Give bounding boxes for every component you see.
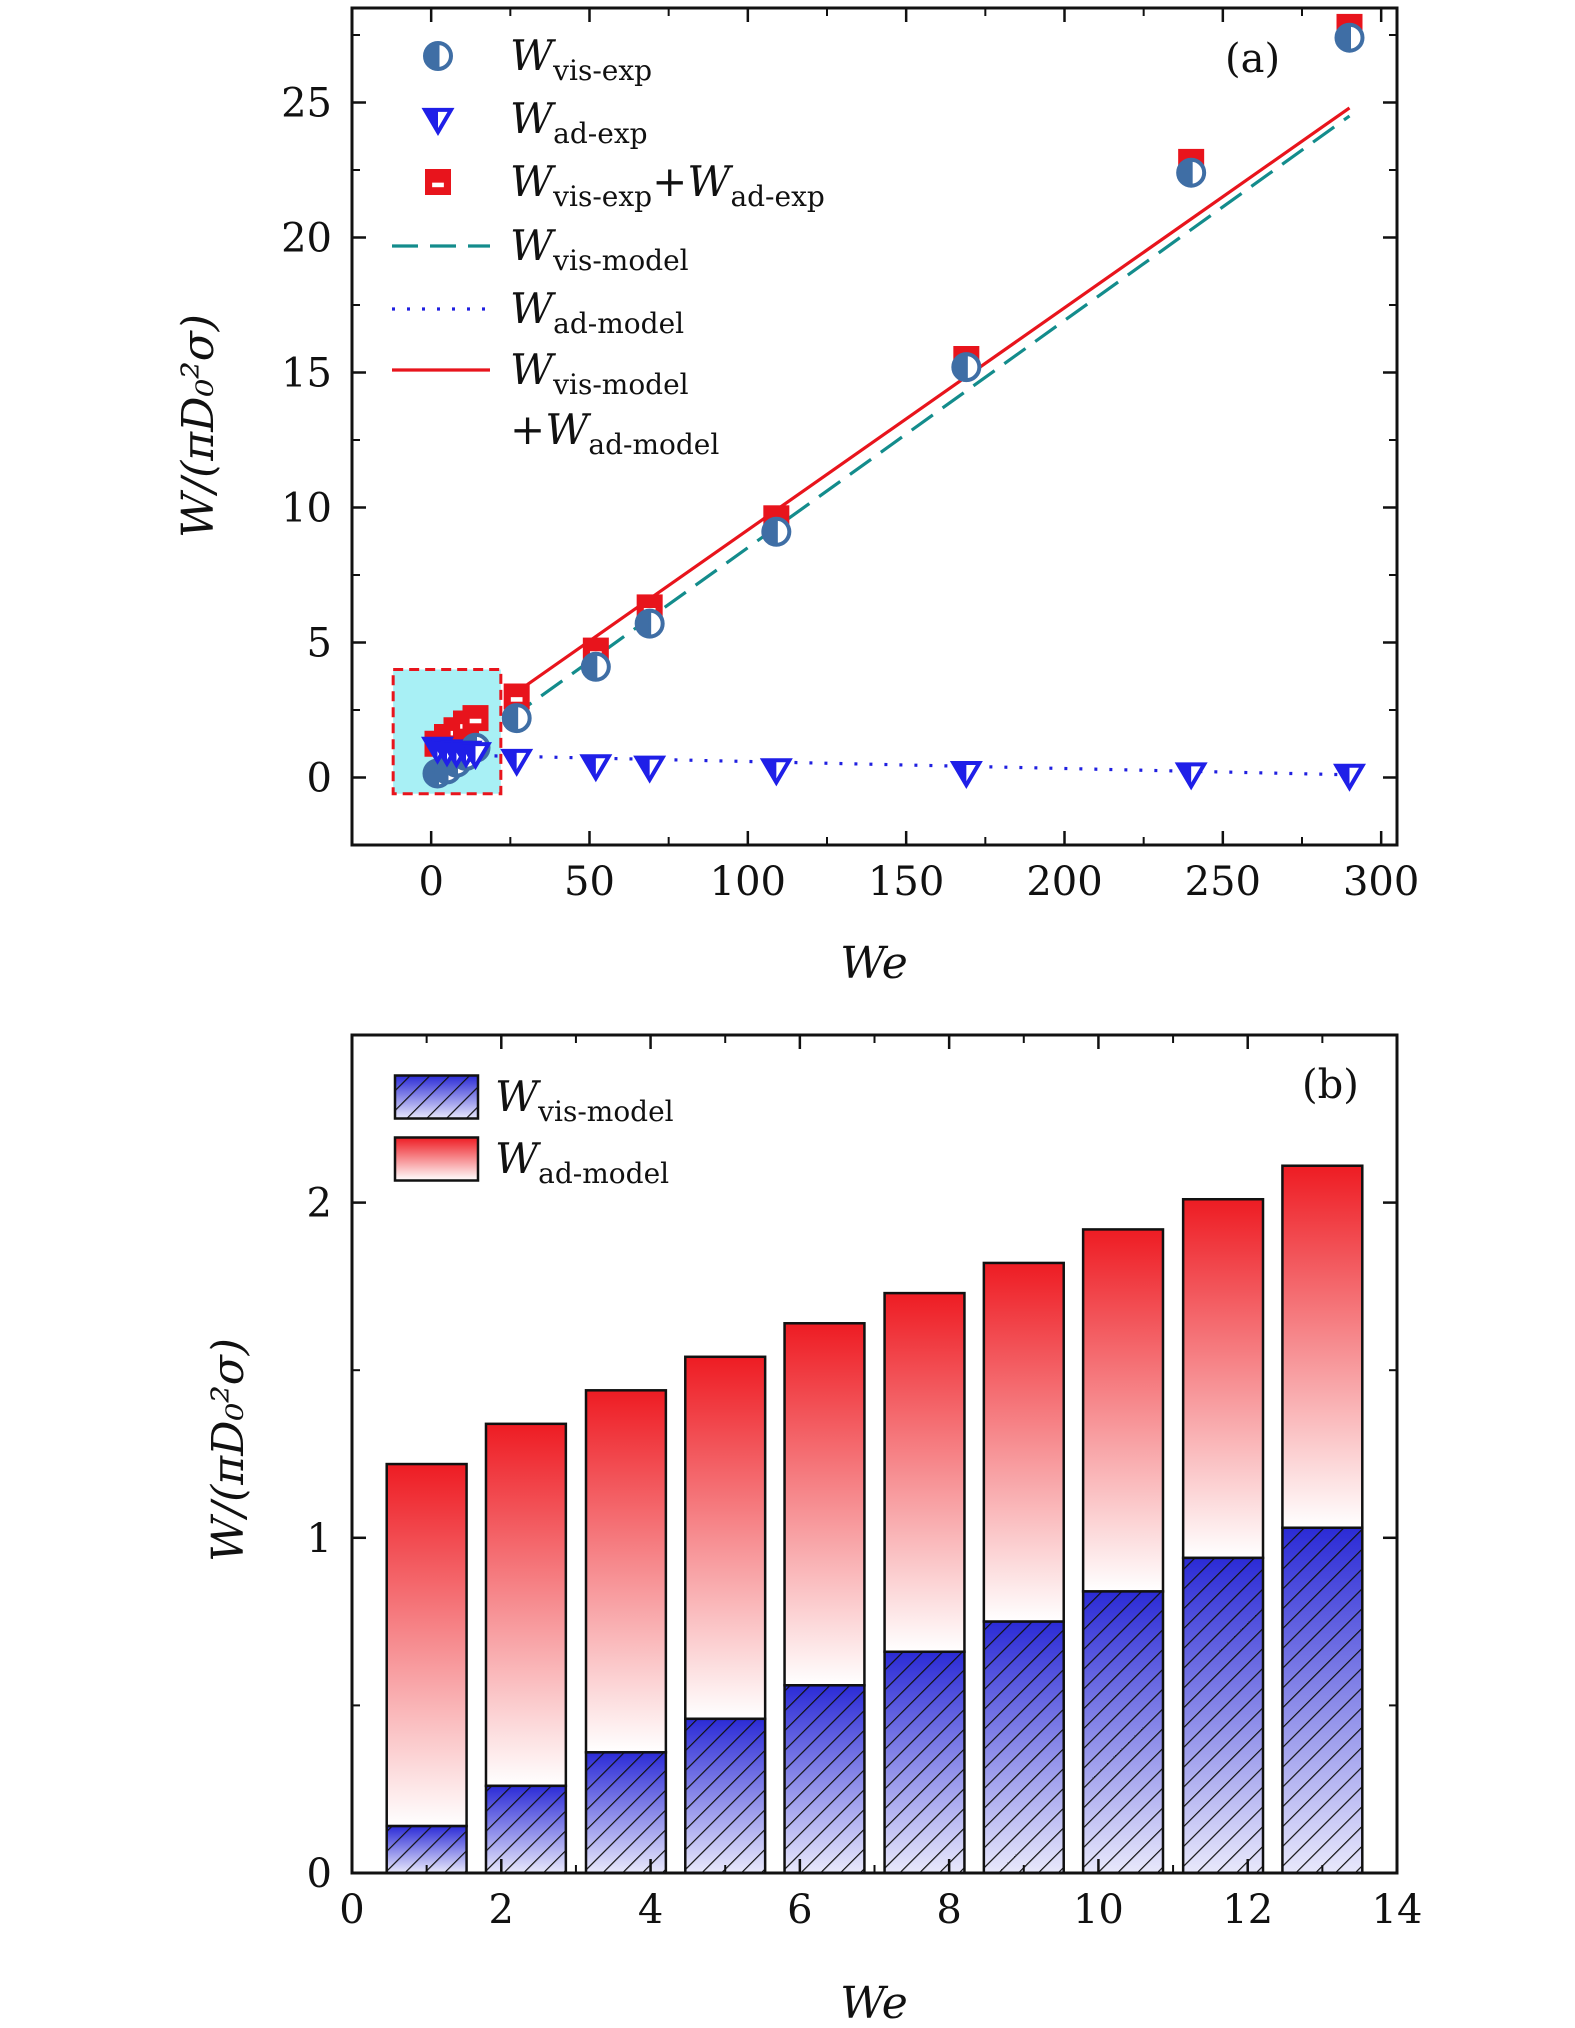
x-tick-label: 6 bbox=[787, 1887, 812, 1933]
bar-ad-model bbox=[1281, 1164, 1364, 1529]
legend-swatch-triangle-down bbox=[421, 107, 455, 136]
bar-vis-model bbox=[584, 1751, 668, 1873]
data-point-circle-half bbox=[580, 651, 611, 682]
legend-label: Wvis-model bbox=[510, 345, 689, 401]
y-tick-label: 20 bbox=[281, 216, 332, 262]
legend-swatch-circle-half bbox=[423, 41, 453, 71]
data-point-triangle-down bbox=[1174, 762, 1208, 791]
x-tick-label: 2 bbox=[489, 1887, 514, 1933]
y-tick-label: 2 bbox=[307, 1181, 332, 1227]
series-line-ad-model bbox=[494, 754, 1350, 777]
data-point-square-half bbox=[462, 705, 489, 732]
bar-vis-model bbox=[1281, 1526, 1364, 1873]
panel-a-plot-area bbox=[421, 13, 1366, 792]
bar-ad-model bbox=[584, 1389, 668, 1754]
y-tick-label: 0 bbox=[307, 756, 332, 802]
data-point-circle-half bbox=[1334, 22, 1365, 53]
legend-label: Wvis-model bbox=[510, 221, 689, 277]
panel-a-xlabel: We bbox=[840, 938, 908, 989]
legend-label: Wad-model bbox=[510, 284, 684, 340]
x-tick-label: 100 bbox=[710, 859, 786, 905]
bar-vis-model bbox=[982, 1620, 1065, 1873]
x-tick-label: 8 bbox=[936, 1887, 961, 1933]
x-tick-label: 0 bbox=[339, 1887, 364, 1933]
x-tick-label: 12 bbox=[1222, 1887, 1273, 1933]
y-tick-label: 10 bbox=[281, 486, 332, 532]
x-tick-label: 0 bbox=[418, 859, 443, 905]
bar-ad-model bbox=[385, 1462, 468, 1828]
panel-b-ylabel: W/(πD₀²σ) bbox=[203, 1338, 254, 1562]
x-tick-label: 10 bbox=[1073, 1887, 1124, 1933]
bar-vis-model bbox=[883, 1650, 966, 1873]
data-point-triangle-down bbox=[949, 761, 983, 790]
data-point-triangle-down bbox=[579, 754, 613, 783]
legend-label: Wad-model bbox=[495, 1134, 669, 1190]
data-point-circle-half bbox=[761, 516, 792, 547]
panel-a-frame bbox=[350, 6, 1399, 847]
legend-swatch-ad-model bbox=[393, 1136, 480, 1182]
panel-a-legend: Wvis-exp Wad-exp Wvis-exp+Wad-exp Wvis-mode… bbox=[392, 31, 825, 461]
legend-label: Wvis-exp bbox=[510, 31, 652, 87]
y-tick-label: 15 bbox=[281, 351, 332, 397]
bar-ad-model bbox=[484, 1422, 568, 1788]
data-point-circle-half bbox=[634, 608, 665, 639]
y-tick-label: 1 bbox=[307, 1516, 332, 1562]
x-tick-label: 14 bbox=[1372, 1887, 1423, 1933]
x-tick-label: 4 bbox=[638, 1887, 663, 1933]
x-tick-label: 250 bbox=[1185, 859, 1261, 905]
data-point-circle-half bbox=[951, 352, 982, 383]
legend-swatch-square-half bbox=[425, 169, 451, 195]
panel-b-legend: Wvis-model Wad-model bbox=[393, 1072, 674, 1190]
data-point-triangle-down bbox=[1333, 763, 1366, 792]
x-tick-label: 150 bbox=[868, 859, 944, 905]
bar-ad-model bbox=[1081, 1228, 1165, 1593]
legend-label: Wvis-model bbox=[495, 1072, 674, 1128]
y-tick-label: 5 bbox=[307, 621, 332, 667]
panel-b-xlabel: We bbox=[840, 1978, 908, 2028]
panel-a: 0 50 100 150 200 250 300 0 5 10 15 20 25 (a) We W/(π… bbox=[173, 6, 1419, 989]
bar-ad-model bbox=[783, 1322, 866, 1687]
legend-swatch-vis-model bbox=[393, 1074, 480, 1120]
panel-b-plot-area bbox=[385, 1164, 1364, 1873]
y-tick-label: 25 bbox=[281, 81, 332, 127]
bar-vis-model bbox=[1081, 1590, 1165, 1873]
x-tick-label: 200 bbox=[1026, 859, 1102, 905]
legend-label: Wvis-exp+Wad-exp bbox=[510, 157, 825, 213]
bar-vis-model bbox=[1181, 1556, 1265, 1873]
panel-a-label: (a) bbox=[1225, 36, 1280, 82]
bar-ad-model bbox=[1181, 1197, 1265, 1560]
bar-ad-model bbox=[883, 1291, 966, 1654]
data-point-circle-half bbox=[1176, 157, 1207, 188]
bar-vis-model bbox=[684, 1717, 767, 1873]
x-tick-label: 50 bbox=[564, 859, 615, 905]
data-point-triangle-down bbox=[633, 755, 667, 784]
data-point-triangle-down bbox=[500, 748, 534, 777]
bar-vis-model bbox=[783, 1684, 866, 1873]
y-tick-label: 0 bbox=[307, 1851, 332, 1897]
data-point-circle-half bbox=[501, 703, 532, 734]
legend-label: Wad-exp bbox=[510, 94, 648, 150]
legend-label-cont: +Wad-model bbox=[510, 405, 719, 461]
bar-vis-model bbox=[484, 1784, 568, 1873]
panel-a-ylabel: W/(πD₀²σ) bbox=[173, 314, 224, 538]
bar-ad-model bbox=[982, 1261, 1065, 1623]
data-point-triangle-down bbox=[759, 758, 793, 787]
bar-ad-model bbox=[684, 1355, 767, 1721]
panel-b-label: (b) bbox=[1302, 1062, 1359, 1108]
panel-a-axes: 0 50 100 150 200 250 300 0 5 10 15 20 25 bbox=[281, 8, 1419, 905]
data-point-triangle-down bbox=[459, 742, 492, 771]
x-tick-label: 300 bbox=[1343, 859, 1419, 905]
